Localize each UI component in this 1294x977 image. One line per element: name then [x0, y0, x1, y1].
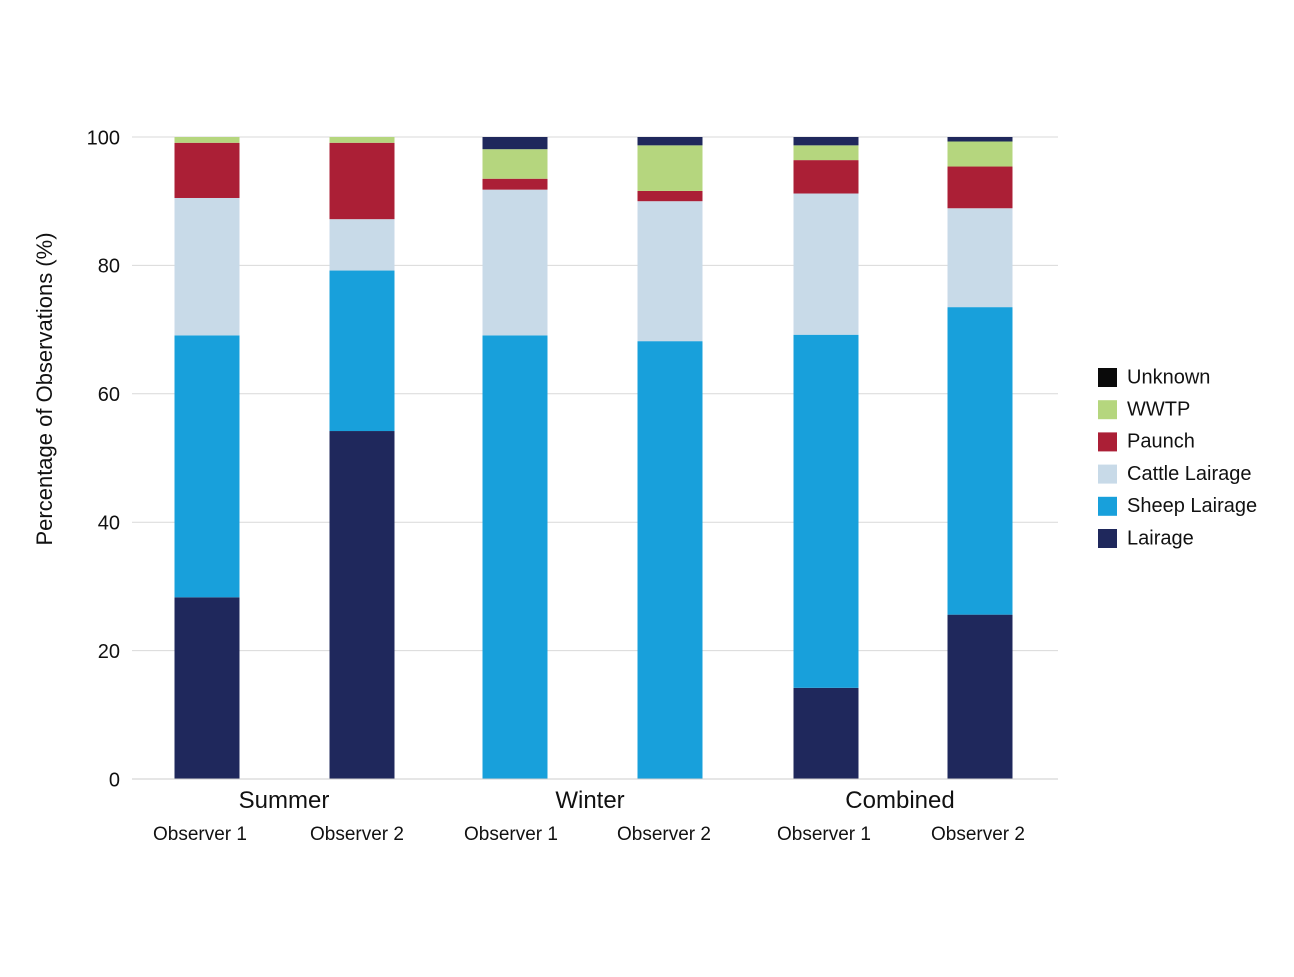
bar-segment: [329, 142, 395, 220]
y-tick-label: 0: [109, 769, 120, 791]
group-label: Summer: [239, 787, 330, 814]
bar-segment: [174, 137, 240, 143]
bar-segment: [174, 335, 240, 598]
bar-segment: [329, 431, 395, 779]
bar-label: Observer 2: [310, 824, 404, 845]
bar-segment: [637, 145, 703, 191]
bar-segment: [947, 208, 1013, 308]
y-axis-ticks: 0 20 40 60 80 100: [87, 127, 120, 791]
legend-label: WWTP: [1127, 398, 1190, 420]
bar-label: Observer 2: [931, 824, 1025, 845]
bar-segment: [637, 190, 703, 202]
legend: Unknown WWTP Paunch Cattle Lairage Sheep Lai…: [1098, 366, 1257, 549]
group-label: Combined: [845, 787, 954, 814]
bar-segment: [329, 219, 395, 271]
y-tick-label: 20: [98, 641, 120, 663]
legend-swatch: [1098, 432, 1117, 452]
bar-segment: [947, 307, 1013, 615]
bar-segment: [174, 142, 240, 198]
bar-segment: [482, 178, 548, 190]
bar-segment-top: [947, 137, 1013, 142]
y-tick-label: 60: [98, 384, 120, 406]
x-axis-labels: Summer Observer 1 Observer 2 Winter Observer…: [153, 787, 1025, 845]
bars: [174, 137, 1013, 779]
bar-label: Observer 2: [617, 824, 711, 845]
legend-swatch: [1098, 368, 1117, 387]
bar-segment: [329, 270, 395, 432]
legend-swatch: [1098, 464, 1117, 484]
bar-label: Observer 1: [153, 824, 247, 845]
legend-swatch: [1098, 529, 1117, 548]
bar-segment: [947, 141, 1013, 167]
bar-segment-top: [637, 137, 703, 146]
gridlines: [132, 136, 1058, 652]
bar-segment: [793, 687, 859, 779]
bar-label: Observer 1: [777, 824, 871, 845]
bar-segment: [793, 160, 859, 194]
legend-swatch: [1098, 400, 1117, 420]
y-tick-label: 40: [98, 512, 120, 534]
bar-segment: [482, 149, 548, 179]
legend-label: Unknown: [1127, 366, 1210, 388]
bar-segment: [793, 145, 859, 161]
y-tick-label: 80: [98, 256, 120, 278]
legend-label: Lairage: [1127, 527, 1194, 549]
bar-segment: [947, 614, 1013, 779]
bar-segment: [174, 197, 240, 336]
bar-segment: [174, 597, 240, 779]
bar-segment: [482, 189, 548, 336]
bar-segment: [637, 201, 703, 342]
legend-label: Cattle Lairage: [1127, 463, 1252, 485]
bar-segment-top: [793, 137, 859, 146]
legend-label: Paunch: [1127, 431, 1195, 453]
bar-segment: [793, 193, 859, 335]
y-tick-label: 100: [87, 127, 120, 149]
legend-label: Sheep Lairage: [1127, 495, 1257, 517]
group-label: Winter: [555, 787, 624, 814]
bar-segment: [947, 166, 1013, 209]
legend-swatch: [1098, 496, 1117, 516]
bar-label: Observer 1: [464, 824, 558, 845]
bar-segment: [329, 137, 395, 143]
y-axis-label: Percentage of Observations (%): [32, 232, 57, 545]
bar-segment: [793, 334, 859, 688]
bar-segment: [482, 335, 548, 779]
bar-segment: [637, 341, 703, 779]
bar-segment-top: [482, 137, 548, 150]
